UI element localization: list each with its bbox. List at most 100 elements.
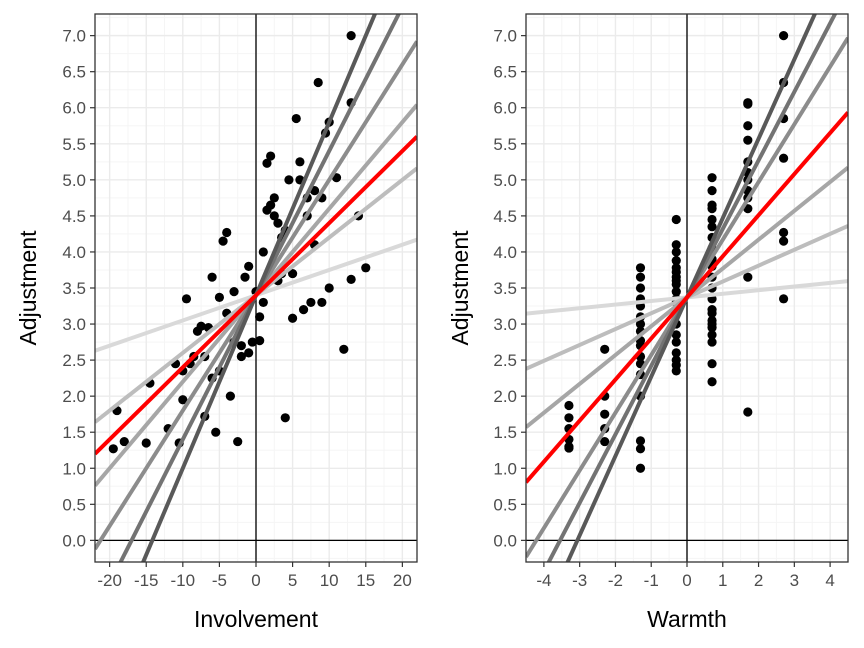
y-tick-label: 6.5 — [62, 63, 86, 82]
data-point — [671, 247, 681, 257]
y-tick-label: 1.5 — [493, 423, 517, 442]
y-tick-label: 1.0 — [62, 459, 86, 478]
data-point — [564, 443, 574, 453]
x-tick-label: -15 — [134, 571, 159, 590]
data-point — [258, 247, 268, 257]
x-tick-label: -2 — [608, 571, 623, 590]
data-point — [779, 153, 789, 163]
data-point — [240, 272, 250, 282]
data-point — [779, 31, 789, 41]
data-point — [287, 268, 298, 279]
data-point — [743, 135, 753, 145]
lines — [526, 14, 848, 562]
data-point — [269, 211, 279, 221]
data-point — [196, 321, 206, 331]
data-point — [280, 413, 290, 423]
data-point — [244, 348, 254, 358]
data-point — [635, 436, 646, 446]
data-point — [207, 272, 217, 282]
y-tick-label: 2.0 — [62, 387, 86, 406]
data-point — [233, 436, 243, 447]
data-point — [671, 337, 681, 347]
y-tick-label: 2.5 — [62, 351, 86, 370]
data-point — [707, 319, 717, 329]
data-point — [247, 337, 257, 347]
data-point — [671, 267, 681, 277]
y-tick-label: 2.5 — [493, 351, 517, 370]
y-tick-label: 0.0 — [493, 531, 517, 550]
data-point — [346, 31, 356, 41]
data-point — [236, 341, 246, 351]
y-tick-label: 7.0 — [62, 27, 86, 46]
y-tick-label: 5.5 — [62, 135, 86, 154]
data-point — [361, 263, 371, 273]
x-axis-title: Warmth — [647, 606, 727, 632]
y-tick-label: 6.0 — [62, 99, 86, 118]
x-tick-label: -1 — [644, 571, 659, 590]
data-point — [258, 297, 268, 308]
x-tick-label: 2 — [754, 571, 763, 590]
data-point — [671, 330, 681, 340]
y-tick-label: 5.0 — [493, 171, 517, 190]
data-point — [707, 222, 717, 232]
data-point — [635, 263, 646, 273]
data-point — [324, 283, 334, 293]
x-tick-label: 20 — [393, 571, 412, 590]
data-point — [119, 436, 129, 447]
data-point — [743, 121, 753, 131]
data-point — [707, 173, 717, 183]
panel-involvement: -20 -15 -10 -5 0 5 10 15 20 0.0 0.5 1.0 1.5 2.0 2.5 3.0… — [15, 13, 418, 632]
y-axis-title: Adjustment — [447, 230, 473, 346]
y-tick-label: 4.0 — [62, 243, 86, 262]
data-point — [707, 204, 717, 214]
data-point — [178, 395, 188, 405]
data-point — [779, 236, 789, 246]
data-point — [225, 391, 235, 401]
data-point — [707, 186, 717, 196]
data-point — [564, 400, 574, 411]
data-point — [671, 240, 681, 250]
data-point — [600, 344, 610, 354]
data-point — [707, 337, 717, 347]
y-tick-label: 5.0 — [62, 171, 86, 190]
data-point — [743, 99, 753, 109]
data-point — [108, 444, 118, 454]
panel-warmth: -4 -3 -2 -1 0 1 2 3 4 0.0 0.5 1.0 1.5 2.0 2.5 3.0 3.5 4.0… — [447, 13, 849, 632]
data-point — [707, 214, 717, 225]
y-tick-label: 0.5 — [62, 495, 86, 514]
data-point — [743, 272, 753, 282]
x-tick-label: 0 — [682, 571, 691, 590]
y-tick-label: 3.5 — [62, 279, 86, 298]
data-point — [671, 276, 681, 286]
data-point — [141, 438, 151, 448]
data-point — [600, 436, 610, 447]
data-point — [600, 409, 610, 419]
data-point — [269, 193, 279, 203]
y-tick-label: 1.5 — [62, 423, 86, 442]
data-point — [181, 294, 192, 304]
x-tick-label: -10 — [171, 571, 196, 590]
x-tick-label: 4 — [825, 571, 834, 590]
data-point — [707, 330, 717, 340]
x-tick-label: 0 — [251, 571, 260, 590]
data-point — [707, 359, 717, 369]
x-tick-label: 3 — [790, 571, 799, 590]
y-tick-label: 1.0 — [493, 459, 517, 478]
data-point — [262, 158, 272, 168]
y-axis-title: Adjustment — [15, 230, 41, 346]
y-tick-label: 2.0 — [493, 387, 517, 406]
data-point — [635, 272, 646, 282]
data-point — [295, 157, 305, 167]
data-point — [671, 287, 681, 297]
y-tick-label: 4.5 — [493, 207, 517, 226]
data-point — [229, 287, 239, 297]
data-point — [779, 227, 789, 238]
data-point — [779, 294, 789, 304]
x-tick-label: -3 — [572, 571, 587, 590]
y-tick-label: 7.0 — [493, 27, 517, 46]
data-point — [266, 200, 276, 210]
x-tick-label: 5 — [288, 571, 297, 590]
data-point — [255, 336, 265, 346]
data-point — [564, 413, 574, 423]
